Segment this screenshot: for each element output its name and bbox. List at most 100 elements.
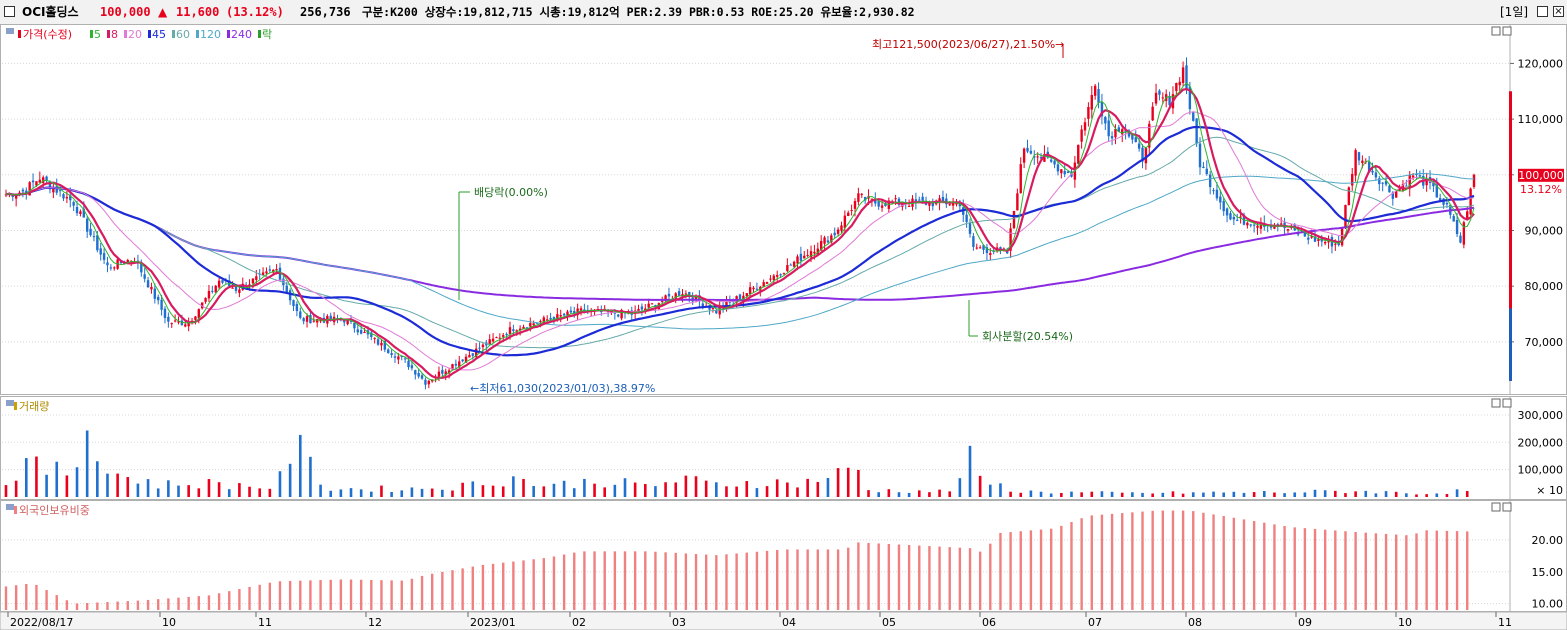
volume-bar xyxy=(1384,491,1388,497)
volume-bar xyxy=(968,445,972,497)
pane-close-icon xyxy=(1502,398,1512,408)
candle-body xyxy=(792,261,796,267)
volume-bar xyxy=(1465,491,1469,497)
volume-bar xyxy=(1171,491,1175,497)
volume-bar xyxy=(542,486,546,497)
volume-bar xyxy=(989,484,992,497)
volume-bar xyxy=(948,491,952,497)
candle-body xyxy=(96,235,99,251)
volume-bar xyxy=(1049,493,1053,497)
candle-body xyxy=(251,278,255,284)
select-checkbox[interactable] xyxy=(4,6,15,17)
candle-body xyxy=(539,320,542,322)
foreign-ratio-bar xyxy=(1192,511,1195,610)
candle-body xyxy=(481,344,485,348)
foreign-ratio-bar xyxy=(1212,514,1215,610)
candle-body xyxy=(1388,185,1391,193)
candle-body xyxy=(1077,144,1080,164)
volume-bar xyxy=(167,480,170,497)
candle-body xyxy=(295,303,299,312)
period-selector[interactable]: [1일] xyxy=(1500,5,1529,19)
candle-body xyxy=(255,276,258,280)
volume-bar xyxy=(552,483,556,497)
legend-rak: 락 xyxy=(262,28,272,41)
foreign-ratio-bar xyxy=(359,579,363,610)
candle-body xyxy=(31,180,35,183)
close-icon[interactable]: × xyxy=(1553,6,1564,17)
foreign-ratio-bar xyxy=(816,549,819,610)
candle-body xyxy=(197,309,201,319)
foreign-ratio-bar xyxy=(715,555,718,610)
x-tick-label: 11 xyxy=(1498,616,1512,629)
candle-body xyxy=(549,317,552,320)
volume-bar xyxy=(1100,491,1104,497)
candle-body xyxy=(1452,216,1455,222)
candle-body xyxy=(478,347,481,349)
price-tag xyxy=(1518,168,1564,182)
candle-body xyxy=(285,285,288,293)
volume-bar xyxy=(146,479,150,497)
candle-body xyxy=(863,197,867,201)
foreign-ratio-bar xyxy=(918,545,921,610)
candle-body xyxy=(403,358,407,360)
volume-bar xyxy=(1303,492,1307,497)
candle-body xyxy=(214,285,217,293)
volume-bar xyxy=(877,492,880,497)
candle-body xyxy=(985,247,989,254)
volume-unit-label: × 10 xyxy=(1536,484,1563,497)
foreign-ratio-bar xyxy=(1323,529,1327,610)
volume-bar xyxy=(4,485,8,497)
candle-body xyxy=(1198,143,1202,168)
legend-marker xyxy=(227,30,230,38)
foreign-ratio-bar xyxy=(1121,513,1124,610)
candle-body xyxy=(1361,160,1364,164)
price-tag-label: 100,000 xyxy=(1518,169,1564,182)
x-tick-label: 09 xyxy=(1298,616,1312,629)
volume-bar xyxy=(593,483,596,497)
legend-ma45: 45 xyxy=(152,28,166,41)
candle-body xyxy=(928,201,931,206)
candle-body xyxy=(441,369,444,374)
candle-body xyxy=(1432,181,1435,187)
candle-body xyxy=(25,190,28,193)
volume-bar xyxy=(248,486,251,497)
candle-body xyxy=(765,281,769,284)
foreign-ratio-bar xyxy=(55,595,58,610)
x-tick-label: 02 xyxy=(572,616,586,629)
y-tick-label: 70,000 xyxy=(1525,336,1564,349)
foreign-ratio-bar xyxy=(796,549,799,610)
candle-body xyxy=(373,337,376,339)
candle-body xyxy=(857,193,860,202)
candle-body xyxy=(1371,170,1374,173)
candle-body xyxy=(461,359,464,362)
foreign-ratio-bar xyxy=(1445,530,1449,610)
candle-body xyxy=(1236,219,1239,221)
foreign-ratio-bar xyxy=(928,546,931,610)
candle-body xyxy=(1212,190,1215,192)
volume-bar xyxy=(329,490,333,497)
candle-body xyxy=(363,332,366,334)
foreign-ratio-bar xyxy=(735,553,738,610)
volume-bar xyxy=(136,483,140,497)
foreign-ratio-bar xyxy=(75,603,79,610)
candle-body xyxy=(343,320,346,323)
candle-body xyxy=(644,308,647,311)
volume-bar xyxy=(826,477,830,497)
foreign-ratio-bar xyxy=(704,554,708,610)
volume-bar xyxy=(522,478,525,497)
volume-bar xyxy=(1394,491,1398,497)
foreign-ratio-bar xyxy=(146,599,150,610)
foreign-ratio-bar xyxy=(45,590,48,610)
volume-bar xyxy=(268,488,272,497)
candle-body xyxy=(427,380,431,385)
candle-body xyxy=(140,262,143,273)
candle-body xyxy=(755,288,759,290)
candle-body xyxy=(157,296,160,301)
volume-bar xyxy=(603,487,607,497)
restore-icon[interactable] xyxy=(1537,6,1548,17)
candle-body xyxy=(1121,129,1124,135)
foreign-ratio-bar xyxy=(481,564,485,610)
volume-bar xyxy=(451,490,454,497)
foreign-ratio-bar xyxy=(167,598,170,610)
